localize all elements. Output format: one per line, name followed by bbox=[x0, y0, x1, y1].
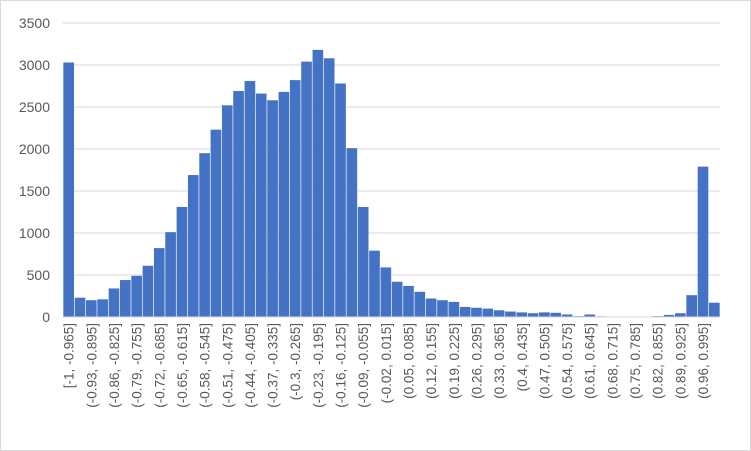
x-tick-label: (0.05, 0.085] bbox=[401, 323, 416, 399]
histogram-bar bbox=[437, 300, 448, 317]
histogram-bar bbox=[516, 312, 528, 317]
histogram-bar bbox=[686, 295, 698, 317]
y-tick-label: 3500 bbox=[19, 15, 50, 31]
x-tick-label: (-0.93, -0.895] bbox=[84, 323, 99, 408]
histogram-bar bbox=[278, 91, 290, 317]
histogram-bar bbox=[527, 313, 539, 317]
histogram-bar bbox=[369, 250, 380, 317]
histogram-bar bbox=[86, 300, 97, 317]
y-tick-label: 500 bbox=[27, 267, 51, 283]
histogram-bar bbox=[142, 265, 154, 317]
x-tick-label: (-0.02, 0.015] bbox=[379, 323, 394, 403]
y-tick-label: 2000 bbox=[19, 141, 50, 157]
histogram-bar bbox=[187, 175, 199, 317]
y-axis-ticks: 0 500 1000 1500 2000 2500 3000 3500 bbox=[19, 15, 50, 325]
histogram-bar bbox=[448, 301, 460, 317]
x-tick-label: (-0.37, -0.335] bbox=[266, 323, 281, 408]
histogram-bar bbox=[414, 291, 426, 317]
histogram-bar bbox=[74, 297, 86, 317]
x-tick-label: (0.12, 0.155] bbox=[424, 323, 439, 399]
y-tick-label: 0 bbox=[42, 309, 50, 325]
x-tick-label: (0.33, 0.365] bbox=[492, 323, 507, 399]
bars bbox=[63, 49, 720, 318]
histogram-bar bbox=[119, 280, 131, 317]
histogram-bar bbox=[244, 80, 256, 318]
histogram-bar bbox=[505, 311, 516, 317]
histogram-bar bbox=[425, 298, 437, 317]
histogram-bar bbox=[550, 312, 562, 317]
histogram-bar bbox=[108, 288, 120, 317]
histogram-bar bbox=[199, 153, 210, 317]
x-tick-label: (-0.79, -0.755] bbox=[130, 323, 145, 408]
y-tick-label: 1000 bbox=[19, 225, 50, 241]
histogram-bar bbox=[63, 62, 74, 318]
histogram-bar bbox=[471, 307, 482, 317]
histogram-bar bbox=[323, 58, 335, 317]
histogram-bar bbox=[584, 314, 596, 317]
histogram-bar bbox=[312, 49, 324, 317]
x-tick-label: (-0.65, -0.615] bbox=[175, 323, 190, 408]
histogram-bar bbox=[301, 61, 312, 317]
x-tick-label: (0.47, 0.505] bbox=[537, 323, 552, 399]
x-tick-label: (-0.58, -0.545] bbox=[198, 323, 213, 408]
histogram-bar bbox=[697, 166, 709, 317]
histogram-bar bbox=[380, 267, 392, 317]
x-tick-label: (0.61, 0.645] bbox=[583, 323, 598, 399]
y-tick-label: 1500 bbox=[19, 183, 50, 199]
histogram-bar bbox=[153, 248, 165, 317]
x-tick-label: (0.75, 0.785] bbox=[628, 323, 643, 399]
x-tick-label: (0.89, 0.925] bbox=[673, 323, 688, 399]
x-tick-label: (-0.51, -0.475] bbox=[220, 323, 235, 408]
x-tick-label: (-0.72, -0.685] bbox=[152, 323, 167, 408]
histogram-bar bbox=[131, 275, 142, 317]
histogram-bar bbox=[663, 314, 675, 317]
histogram-bar bbox=[482, 308, 494, 317]
histogram-bar bbox=[221, 105, 233, 317]
histogram-bar bbox=[210, 129, 222, 317]
x-axis-ticks: [-1, -0.965] (-0.93, -0.895] (-0.86, -0.82… bbox=[62, 323, 711, 408]
histogram-bar bbox=[675, 313, 686, 317]
histogram-bar bbox=[335, 83, 346, 317]
x-tick-label: (0.19, 0.225] bbox=[447, 323, 462, 399]
histogram-bar bbox=[176, 206, 188, 317]
x-tick-label: (-0.44, -0.405] bbox=[243, 323, 258, 408]
y-tick-label: 2500 bbox=[19, 99, 50, 115]
histogram-bar bbox=[493, 310, 505, 317]
y-tick-label: 3000 bbox=[19, 57, 50, 73]
histogram-bar bbox=[346, 148, 358, 317]
x-tick-label: (0.68, 0.715] bbox=[605, 323, 620, 399]
x-tick-label: (0.96, 0.995] bbox=[696, 323, 711, 399]
x-tick-label: (-0.16, -0.125] bbox=[334, 323, 349, 408]
histogram-bar bbox=[255, 93, 267, 317]
x-tick-label: (0.26, 0.295] bbox=[469, 323, 484, 399]
histogram-bar bbox=[267, 100, 278, 317]
x-tick-label: (-0.23, -0.195] bbox=[311, 323, 326, 408]
x-tick-label: [-1, -0.965] bbox=[62, 323, 77, 388]
histogram-bar bbox=[165, 232, 176, 317]
x-tick-label: (0.4, 0.435] bbox=[515, 323, 530, 391]
histogram-bar bbox=[289, 80, 301, 318]
x-tick-label: (0.54, 0.575] bbox=[560, 323, 575, 399]
histogram-bar bbox=[539, 312, 550, 317]
histogram-bar bbox=[403, 285, 414, 317]
histogram-bar bbox=[709, 302, 720, 317]
gridlines bbox=[63, 22, 720, 276]
histogram-bar bbox=[561, 314, 573, 317]
x-tick-label: (-0.86, -0.825] bbox=[107, 323, 122, 408]
histogram-bar bbox=[97, 299, 108, 317]
x-tick-label: (-0.3, -0.265] bbox=[288, 323, 303, 400]
x-tick-label: (-0.09, -0.055] bbox=[356, 323, 371, 408]
histogram-bar bbox=[357, 206, 369, 317]
histogram-bar bbox=[459, 306, 471, 317]
x-tick-label: (0.82, 0.855] bbox=[651, 323, 666, 399]
histogram-bar bbox=[233, 91, 244, 317]
histogram-bar bbox=[391, 281, 403, 317]
